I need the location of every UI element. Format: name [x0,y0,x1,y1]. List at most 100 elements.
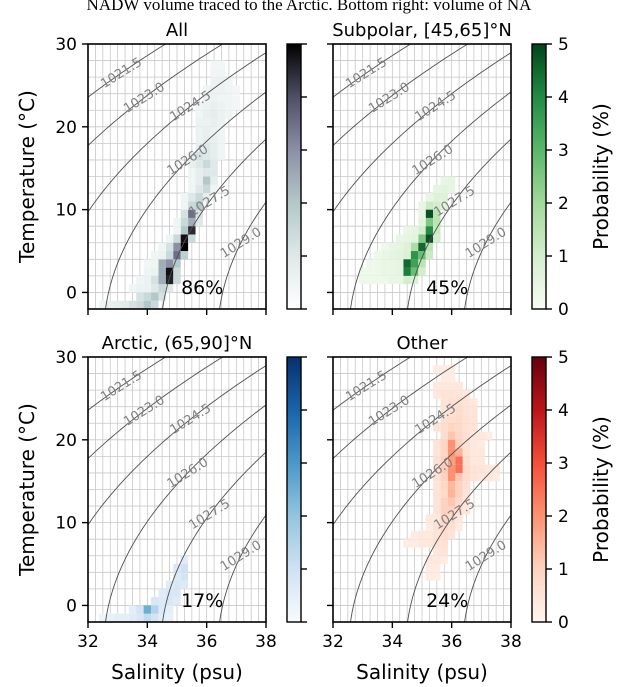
heatmap-cell [447,456,456,465]
x-tick-label: 32 [322,632,344,652]
heatmap-cell [217,110,226,119]
heatmap-cell [433,184,441,194]
heatmap [358,176,456,285]
heatmap-cell [202,168,211,177]
heatmap-cell [158,588,166,598]
heatmap-cell [210,143,218,152]
heatmap-cell [195,184,203,194]
heatmap-cell [151,597,159,606]
heatmap-cell [210,85,218,94]
heatmap-cell [188,217,196,227]
heatmap-cell [440,184,448,194]
heatmap-cell [202,184,211,194]
heatmap-cell [440,464,448,473]
heatmap-cell [410,539,419,548]
heatmap-cell [136,613,144,622]
heatmap-cell [158,613,166,622]
heatmap-cell [418,267,426,276]
heatmap-cell [143,613,152,622]
heatmap [403,365,500,581]
heatmap-cell [217,135,226,144]
density-contour [333,357,469,460]
heatmap-cell [440,472,448,482]
heatmap-cell [151,292,159,301]
figure-caption: NADW volume traced to the Arctic. Bottom… [87,0,533,14]
heatmap-cell [358,275,367,285]
heatmap-cell [462,489,471,498]
heatmap-cell [210,77,218,86]
heatmap-cell [202,118,211,127]
heatmap-cell [447,398,456,407]
heatmap-cell [388,267,397,276]
heatmap-cell [425,201,434,210]
heatmap-cell [151,267,159,276]
heatmap-cell [225,101,233,111]
heatmap-cell [455,456,463,465]
heatmap-cell [202,159,211,169]
panel-title: All [166,20,188,41]
colorbar-label: Probability (%) [589,103,613,250]
density-contour [464,201,511,309]
heatmap-cell [143,292,152,301]
heatmap-cell [418,201,426,210]
heatmap-cell [173,234,181,243]
heatmap-cell [195,126,203,136]
heatmap-cell [366,267,374,276]
heatmap-cell [403,267,411,276]
heatmap-cell [165,613,174,622]
heatmap-cell [433,448,441,457]
heatmap-cell [410,267,419,276]
heatmap-cell [158,605,166,614]
density-contour [88,357,167,411]
heatmap-cell [210,135,218,144]
heatmap-cell [425,193,434,202]
contour-label: 1023.0 [121,393,168,430]
colorbar-gradient [286,43,302,310]
heatmap-cell [433,539,441,548]
heatmap-cell [143,275,152,285]
heatmap-cell [455,481,463,490]
heatmap-cell [180,555,189,565]
heatmap-cell [440,193,448,202]
y-tick-label: 20 [55,118,77,138]
heatmap-cell [425,209,434,218]
heatmap-cell [381,275,389,285]
heatmap-cell [447,472,456,482]
heatmap-cell [425,251,434,260]
heatmap-cell [396,275,404,285]
heatmap-cell [477,431,486,440]
heatmap-cell [418,242,426,252]
heatmap-cell [447,414,456,424]
heatmap-cell [396,251,404,260]
colorbar-tick-label: 4 [558,88,569,108]
heatmap-cell [195,159,203,169]
contour-label: 1029.0 [463,225,510,262]
heatmap-cell [418,226,426,235]
heatmap-cell [440,448,448,457]
heatmap-cell [217,143,226,152]
heatmap-cell [470,414,478,424]
heatmap-cell [462,431,471,440]
heatmap-cell [433,564,441,573]
heatmap-cell [433,217,441,227]
heatmap-cell [180,564,189,573]
heatmap-cell [440,439,448,449]
heatmap-cell [433,209,441,218]
heatmap-cell [210,176,218,185]
heatmap-cell [188,234,196,243]
heatmap-cell [410,530,419,540]
heatmap-cell [232,85,241,94]
heatmap-cell [165,605,174,614]
heatmap-cell [217,93,226,102]
heatmap-cell [388,275,397,285]
contour-label: 1029.0 [218,225,265,262]
heatmap-cell [447,184,456,194]
heatmap-cell [440,481,448,490]
heatmap-cell [180,209,189,218]
heatmap-cell [188,159,196,169]
panel-title: Other [396,333,448,354]
y-axis-label: Temperature (°C) [15,90,39,264]
heatmap-cell [195,168,203,177]
heatmap-cell [455,514,463,523]
heatmap-cell [202,110,211,119]
